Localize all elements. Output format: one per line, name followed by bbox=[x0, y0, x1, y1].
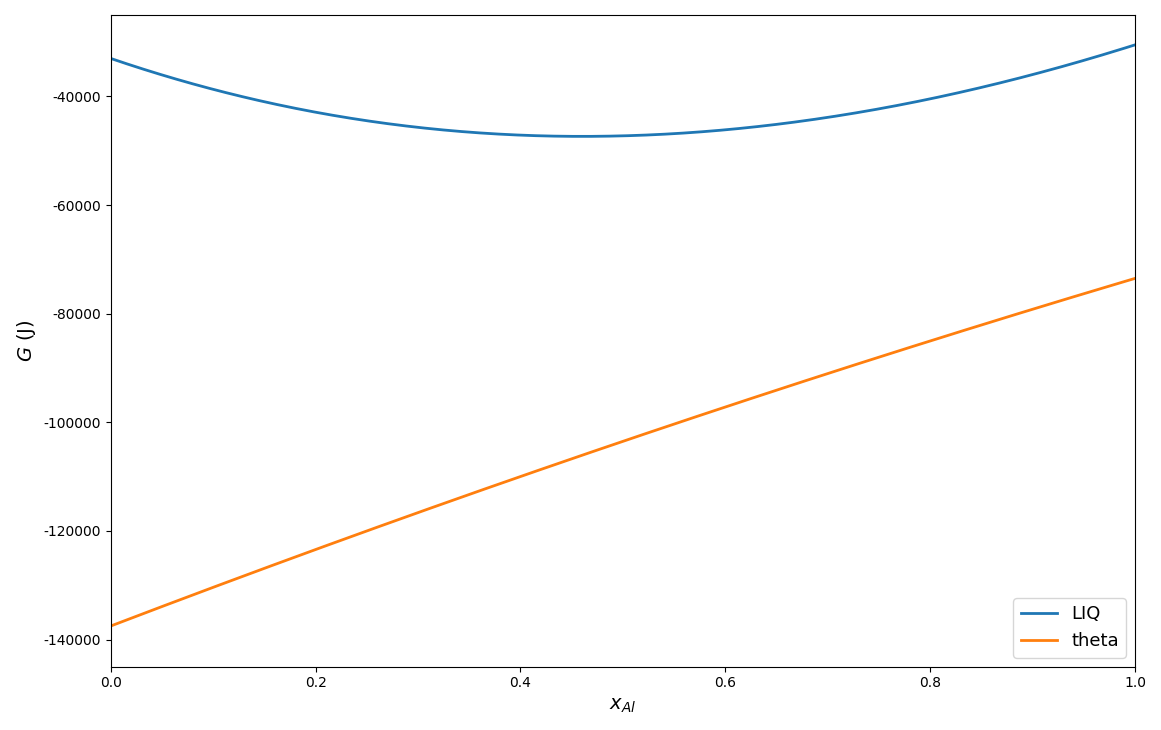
LIQ bbox=[592, 132, 606, 141]
LIQ bbox=[103, 54, 117, 63]
LIQ bbox=[1128, 40, 1142, 49]
theta bbox=[1128, 274, 1142, 283]
Legend: LIQ, theta: LIQ, theta bbox=[1014, 598, 1126, 658]
theta bbox=[597, 444, 611, 453]
theta bbox=[1103, 281, 1117, 290]
LIQ bbox=[1105, 47, 1119, 56]
LIQ bbox=[598, 132, 612, 141]
Line: LIQ: LIQ bbox=[110, 45, 1135, 137]
Y-axis label: $G$ (J): $G$ (J) bbox=[15, 320, 38, 362]
theta bbox=[713, 404, 727, 413]
theta bbox=[103, 622, 117, 631]
LIQ bbox=[945, 90, 959, 99]
Line: theta: theta bbox=[110, 278, 1135, 626]
LIQ bbox=[576, 132, 590, 141]
LIQ bbox=[715, 126, 729, 134]
theta bbox=[943, 330, 957, 339]
theta bbox=[590, 446, 604, 455]
X-axis label: $x_{Al}$: $x_{Al}$ bbox=[610, 696, 636, 715]
LIQ bbox=[661, 130, 675, 139]
theta bbox=[658, 423, 672, 431]
